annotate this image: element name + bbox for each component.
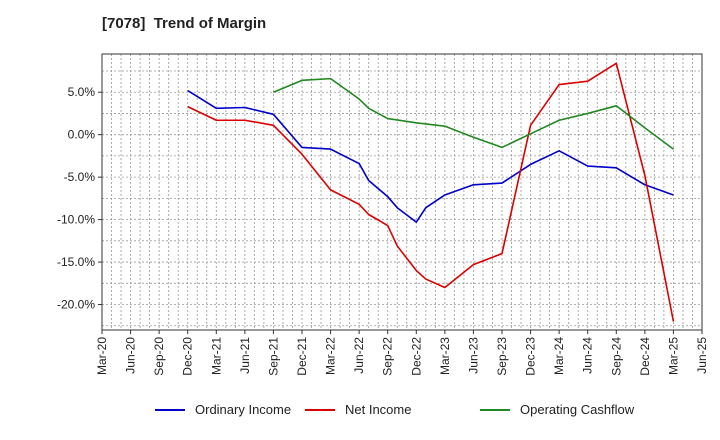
x-tick-label: Jun-20 xyxy=(124,337,138,374)
series-line-ordinary-income xyxy=(187,89,674,223)
y-tick-label: 0.0% xyxy=(68,128,96,142)
x-tick-label: Jun-24 xyxy=(581,337,595,374)
x-tick-label: Mar-25 xyxy=(666,337,680,375)
y-tick-label: 5.0% xyxy=(68,85,96,99)
x-tick-label: Sep-22 xyxy=(381,337,395,376)
x-tick-label: Mar-22 xyxy=(324,337,338,375)
plot-area xyxy=(102,54,702,330)
x-tick-label: Dec-21 xyxy=(295,337,309,376)
x-tick-label: Mar-24 xyxy=(552,337,566,375)
x-tick-label: Jun-22 xyxy=(352,337,366,374)
plot-border xyxy=(101,53,703,331)
x-tick-label: Sep-23 xyxy=(495,337,509,376)
chart-title: [7078] Trend of Margin xyxy=(102,15,267,32)
y-tick-label: -10.0% xyxy=(57,213,95,227)
series-line-operating-cashflow xyxy=(273,77,674,150)
x-tick-label: Mar-21 xyxy=(209,337,223,375)
legend-label-ordinary-income: Ordinary Income xyxy=(195,402,291,417)
x-tick-label: Mar-23 xyxy=(438,337,452,375)
x-tick-label: Mar-20 xyxy=(95,337,109,375)
y-tick-label: -20.0% xyxy=(57,298,95,312)
grid-lines xyxy=(102,54,702,330)
legend-label-net-income: Net Income xyxy=(345,402,411,417)
legend-label-operating-cashflow: Operating Cashflow xyxy=(520,402,635,417)
y-tick-label: -15.0% xyxy=(57,255,95,269)
x-tick-label: Dec-22 xyxy=(409,337,423,376)
y-tick-label: -5.0% xyxy=(64,170,96,184)
x-tick-label: Dec-23 xyxy=(524,337,538,376)
x-tick-label: Jun-23 xyxy=(466,337,480,374)
x-tick-label: Sep-24 xyxy=(609,337,623,376)
x-tick-label: Dec-24 xyxy=(638,337,652,376)
x-tick-label: Dec-20 xyxy=(181,337,195,376)
x-tick-label: Sep-20 xyxy=(152,337,166,376)
x-tick-label: Jun-25 xyxy=(695,337,709,374)
series-line-net-income xyxy=(187,62,675,322)
x-tick-label: Jun-21 xyxy=(238,337,252,374)
x-tick-label: Sep-21 xyxy=(266,337,280,376)
